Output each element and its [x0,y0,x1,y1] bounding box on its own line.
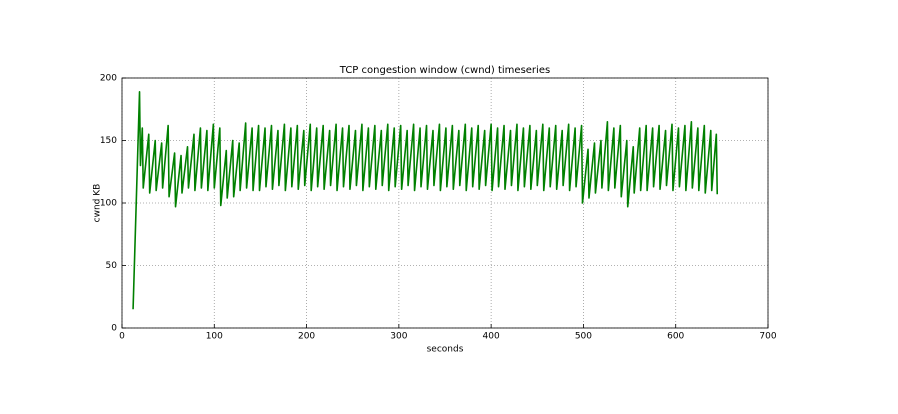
x-tick-label: 0 [119,332,125,342]
plot [132,90,719,310]
y-tick-label: 150 [100,136,117,146]
x-tick-label: 700 [759,332,776,342]
x-tick-label: 500 [575,332,592,342]
plot-frame [121,77,769,329]
y-tick-label: 50 [106,261,118,271]
y-tick-label: 100 [100,199,117,209]
x-tick-label: 600 [667,332,684,342]
x-tick-label: 100 [206,332,223,342]
y-tick-label: 200 [100,74,117,84]
x-axis-label: seconds [427,345,464,355]
x-tick-label: 400 [483,332,500,342]
x-tick-label: 300 [390,332,407,342]
x-tick-label: 200 [298,332,315,342]
data-line [132,90,719,310]
y-tick-label: 0 [111,324,117,334]
chart-title: TCP congestion window (cwnd) timeseries [339,65,550,76]
y-axis-label: cwnd KB [93,184,103,223]
